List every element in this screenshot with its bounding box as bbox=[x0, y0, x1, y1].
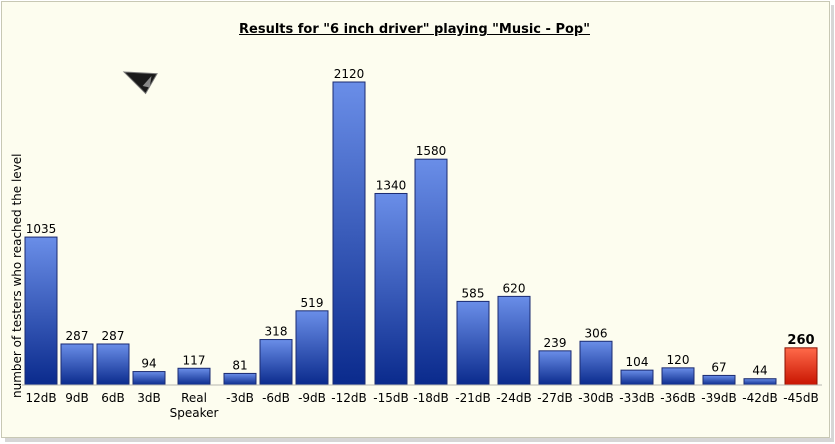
bar-value-label: 1340 bbox=[376, 178, 407, 192]
bar-value-label: 117 bbox=[183, 353, 206, 367]
bar-value-label: 519 bbox=[301, 296, 324, 310]
x-tick-label: -39dB bbox=[701, 391, 736, 405]
x-tick-label: Real bbox=[181, 391, 207, 405]
bar--24db bbox=[497, 295, 531, 386]
bar-value-label: 120 bbox=[667, 353, 690, 367]
bar-value-label: 306 bbox=[585, 326, 608, 340]
x-tick-label: 12dB bbox=[25, 391, 56, 405]
bar-value-label: 260 bbox=[787, 333, 814, 348]
bar-value-label: 67 bbox=[711, 360, 726, 374]
bar-6db bbox=[96, 343, 130, 386]
bar-value-label: 1035 bbox=[26, 222, 57, 236]
bar--21db bbox=[456, 300, 490, 386]
bar--6db bbox=[259, 339, 293, 386]
bar-value-label: 44 bbox=[752, 364, 767, 378]
bar--42db bbox=[743, 378, 777, 386]
x-tick-label: -24dB bbox=[496, 391, 531, 405]
bar-value-label: 2120 bbox=[334, 67, 365, 81]
x-tick-label: Speaker bbox=[170, 406, 219, 420]
bar--15db bbox=[374, 192, 408, 386]
bar--33db bbox=[620, 369, 654, 386]
x-tick-label: -27dB bbox=[537, 391, 572, 405]
bar-12db bbox=[24, 236, 58, 386]
bar-3db bbox=[132, 371, 166, 386]
bar--39db bbox=[702, 374, 736, 386]
x-tick-label: -12dB bbox=[331, 391, 366, 405]
x-tick-label: -42dB bbox=[742, 391, 777, 405]
bar--12db bbox=[332, 81, 366, 386]
x-tick-label: 6dB bbox=[101, 391, 124, 405]
x-tick-label: -21dB bbox=[455, 391, 490, 405]
arrow-cursor-icon bbox=[122, 71, 158, 95]
x-tick-label: -15dB bbox=[373, 391, 408, 405]
bar--3db bbox=[223, 372, 257, 386]
bar-value-label: 239 bbox=[544, 336, 567, 350]
bar-real-speaker bbox=[177, 367, 211, 386]
bar-9db bbox=[60, 343, 94, 386]
x-tick-label: -33dB bbox=[619, 391, 654, 405]
x-tick-label: 3dB bbox=[137, 391, 160, 405]
bar-value-label: 94 bbox=[141, 357, 156, 371]
x-tick-label: -36dB bbox=[660, 391, 695, 405]
x-tick-label: -30dB bbox=[578, 391, 613, 405]
chart-title: Results for "6 inch driver" playing "Mus… bbox=[239, 22, 590, 37]
bar--27db bbox=[538, 350, 572, 386]
x-tick-label: -45dB bbox=[783, 391, 818, 405]
bar--36db bbox=[661, 367, 695, 386]
bar-value-label: 287 bbox=[66, 329, 89, 343]
x-tick-label: -9dB bbox=[298, 391, 326, 405]
bar--9db bbox=[295, 310, 329, 386]
x-tick-label: -3dB bbox=[226, 391, 254, 405]
bar-value-label: 318 bbox=[265, 325, 288, 339]
bar--18db bbox=[414, 158, 448, 386]
x-tick-label: -6dB bbox=[262, 391, 290, 405]
x-tick-label: -18dB bbox=[413, 391, 448, 405]
bar-value-label: 287 bbox=[102, 329, 125, 343]
bar--45db bbox=[784, 347, 818, 386]
panel-shadow-bottom bbox=[5, 438, 834, 442]
panel-shadow-right bbox=[831, 5, 834, 441]
bar-value-label: 104 bbox=[626, 355, 649, 369]
x-tick-label: 9dB bbox=[65, 391, 88, 405]
bar--30db bbox=[579, 340, 613, 386]
bar-value-label: 585 bbox=[462, 286, 485, 300]
bar-value-label: 81 bbox=[232, 358, 247, 372]
bar-value-label: 620 bbox=[503, 281, 526, 295]
bar-value-label: 1580 bbox=[416, 144, 447, 158]
